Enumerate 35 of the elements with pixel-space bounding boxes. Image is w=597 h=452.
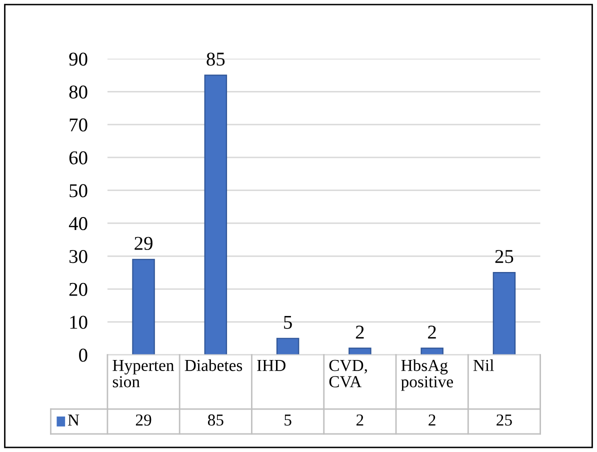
text: 85 xyxy=(208,414,224,426)
bar xyxy=(348,348,372,355)
legend-label: N xyxy=(68,414,80,426)
x-tick-label: CVD, CVA xyxy=(329,360,367,388)
text: 29 xyxy=(136,414,152,426)
bar xyxy=(492,272,516,355)
y-tick-label: 10 xyxy=(70,316,88,329)
x-tick-label: Diabetes xyxy=(184,359,242,372)
x-tick-label: Nil xyxy=(473,359,494,371)
y-tick-label: 30 xyxy=(70,250,88,264)
bar xyxy=(276,338,300,355)
data-label: 29 xyxy=(134,236,152,250)
x-tick-label: IHD xyxy=(257,360,286,371)
y-tick-label: 50 xyxy=(70,184,88,198)
y-tick-label: 20 xyxy=(69,282,88,296)
data-label: 85 xyxy=(206,52,225,66)
y-tick-label: 0 xyxy=(79,348,88,362)
y-tick-label: 90 xyxy=(69,52,88,66)
text: 2 xyxy=(428,414,436,426)
y-tick-label: 80 xyxy=(69,85,88,99)
text: 5 xyxy=(284,414,292,426)
x-tick-label: HbsAg positive xyxy=(401,359,453,391)
bar xyxy=(420,348,444,355)
y-tick-label: 70 xyxy=(70,118,88,132)
y-tick-label: 40 xyxy=(68,217,88,230)
text: 25 xyxy=(496,414,512,426)
data-label: 2 xyxy=(356,326,364,339)
data-label: 5 xyxy=(284,316,292,329)
bar xyxy=(204,74,228,355)
data-label: 2 xyxy=(428,326,436,339)
bar xyxy=(132,258,155,355)
y-tick-label: 60 xyxy=(69,151,88,164)
x-tick-label: Hypertension xyxy=(112,360,174,388)
text: 2 xyxy=(356,414,364,426)
data-label: 25 xyxy=(495,250,514,264)
